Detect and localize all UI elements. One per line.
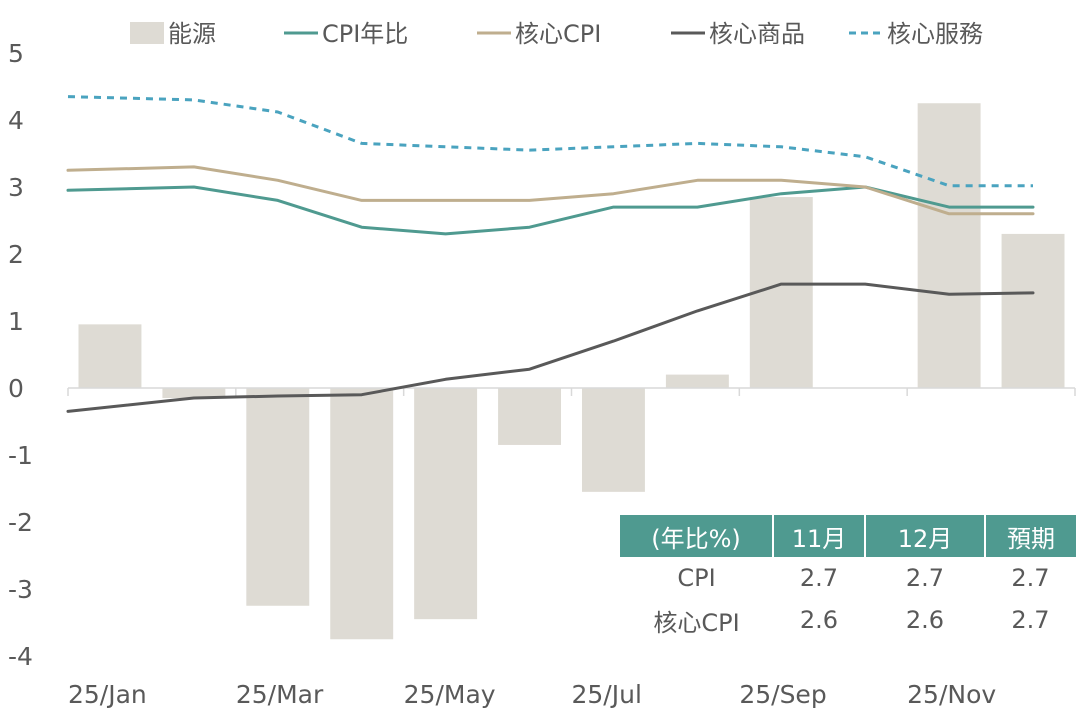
x-axis: 25/Jan 25/Mar 25/May 25/Jul 25/Sep 25/Nov [67, 388, 1076, 709]
energy-bar [414, 388, 478, 620]
table-cell: 2.6 [799, 606, 839, 634]
table-header-row: (年比%) 11月 12月 預期 [620, 515, 1076, 557]
series-line [66, 165, 1035, 216]
table-header-cell: 11月 [773, 515, 866, 557]
energy-bar [665, 374, 729, 388]
y-tick-label: 2 [8, 240, 24, 269]
table-cell: 核心CPI [653, 608, 740, 637]
x-tick-label: 25/Nov [907, 680, 996, 709]
table-row: 核心CPI 2.6 2.6 2.7 [620, 599, 1076, 641]
y-tick-label: 4 [8, 106, 24, 135]
energy-bar [917, 103, 981, 388]
energy-bar [581, 388, 645, 492]
table-cell: 2.7 [1011, 564, 1050, 592]
table-cell: 2.6 [905, 606, 945, 634]
series-line [67, 95, 1033, 188]
table-cell: 2.7 [905, 564, 945, 592]
y-tick-label: -4 [8, 642, 33, 671]
table-cell: 2.7 [1011, 606, 1050, 634]
y-tick-label: 1 [8, 307, 24, 336]
x-tick-label: 25/Jul [572, 680, 642, 709]
energy-bar [749, 197, 813, 388]
y-tick-label: -3 [8, 575, 33, 604]
table-header-cell: 預期 [985, 515, 1076, 557]
energy-bar [246, 388, 310, 606]
legend-label: CPI年比 [322, 20, 408, 48]
x-tick-label: 25/May [404, 680, 496, 709]
y-tick-label: -1 [8, 441, 33, 470]
y-tick-label: 0 [8, 374, 24, 403]
legend-label: 核心服務 [887, 20, 983, 48]
energy-bar [498, 388, 562, 445]
x-tick-label: 25/Sep [739, 680, 826, 709]
energy-bar [330, 388, 394, 640]
x-tick-label: 25/Jan [68, 680, 147, 709]
y-tick-label: -2 [8, 508, 33, 537]
y-tick-label: 5 [8, 39, 24, 68]
legend: 能源 CPI年比 核心CPI 核心商品 核心服務 [130, 20, 983, 48]
energy-bar [78, 324, 142, 388]
table-cell: 2.7 [799, 564, 839, 592]
table-cell: CPI [677, 564, 716, 592]
y-axis: 5 4 3 2 1 0 -1 -2 -3 -4 [8, 39, 33, 671]
table-row: CPI 2.7 2.7 2.7 [620, 557, 1076, 599]
legend-swatch [130, 22, 164, 44]
legend-label: 能源 [168, 20, 216, 48]
table-header-cell: 12月 [865, 515, 986, 557]
table-header-cell: (年比%) [620, 515, 774, 557]
cpi-summary-table: (年比%) 11月 12月 預期 CPI 2.7 2.7 2.7 核心CPI 2… [620, 515, 1076, 641]
x-tick-label: 25/Mar [236, 680, 324, 709]
series-lines [66, 95, 1035, 413]
series-line [66, 282, 1035, 413]
energy-bars [78, 103, 1065, 640]
energy-bar [1001, 233, 1065, 388]
legend-label: 核心商品 [709, 20, 805, 48]
legend-label: 核心CPI [515, 20, 601, 48]
energy-bar [162, 388, 226, 399]
y-tick-label: 3 [8, 173, 24, 202]
